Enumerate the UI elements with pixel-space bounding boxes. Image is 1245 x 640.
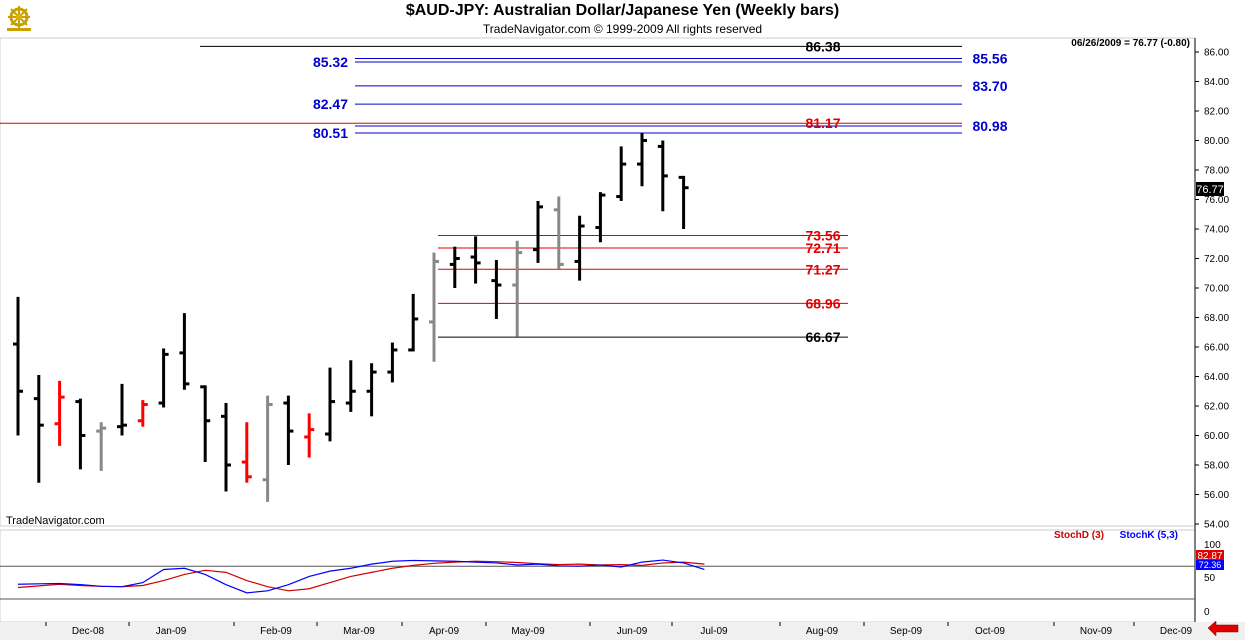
price-axis-tick-label: 82.00	[1204, 107, 1229, 118]
level-label: 82.47	[313, 96, 348, 112]
stochd-line	[17, 560, 705, 592]
stochk-line	[17, 559, 705, 594]
stoch-lines	[17, 559, 705, 594]
price-axis-tick-label: 70.00	[1204, 284, 1229, 295]
legend-stochd: StochD (3)	[1054, 530, 1104, 541]
price-axis-tick-label: 54.00	[1204, 520, 1229, 531]
time-axis-label: Aug-09	[806, 626, 839, 637]
price-axis-tick-label: 74.00	[1204, 225, 1229, 236]
stoch-reference-lines	[0, 565, 1195, 600]
chart-background	[0, 38, 1245, 640]
price-axis-tick-label: 66.00	[1204, 343, 1229, 354]
time-axis-label: Oct-09	[975, 626, 1005, 637]
time-axis-label: May-09	[511, 626, 545, 637]
last-price-marker	[1196, 182, 1224, 196]
time-axis-label: Jul-09	[700, 626, 728, 637]
price-axis-tick-label: 86.00	[1204, 48, 1229, 59]
last-quote-text: 06/26/2009 = 76.77 (-0.80)	[1071, 38, 1190, 49]
time-axis-label: Feb-09	[260, 626, 292, 637]
price-axis-tick-label: 78.00	[1204, 166, 1229, 177]
price-axis-tick-label: 72.00	[1204, 254, 1229, 265]
time-axis-label: Apr-09	[429, 626, 459, 637]
level-label: 80.98	[972, 118, 1007, 134]
level-label: 80.51	[313, 125, 348, 141]
stoch-axis-tick-label: 50	[1204, 573, 1216, 584]
time-axis-label: Mar-09	[343, 626, 375, 637]
watermark-text: TradeNavigator.com	[6, 515, 105, 527]
stochd-value-marker	[1196, 550, 1224, 561]
price-axis-tick-label: 58.00	[1204, 461, 1229, 472]
chart-title: $AUD-JPY: Australian Dollar/Japanese Yen…	[405, 2, 840, 19]
ship-wheel-logo-icon	[7, 6, 31, 31]
price-axis-tick-label: 64.00	[1204, 372, 1229, 383]
price-axis-tick-label: 84.00	[1204, 77, 1229, 88]
price-axis: 54.00 56.00 58.00 60.00 62.00 64.00 66.00 68.00…	[1195, 48, 1229, 531]
chart-header: $AUD-JPY: Australian Dollar/Japanese Yen…	[0, 0, 1245, 38]
price-bars	[13, 133, 689, 502]
price-axis-tick-label: 62.00	[1204, 402, 1229, 413]
level-label: 85.56	[972, 50, 1007, 66]
time-axis: Dec-08 Jan-09 Feb-09 Mar-09 Apr-09 May-09 Jun-…	[45, 622, 1193, 637]
stoch-axis-tick-label: 0	[1204, 607, 1210, 618]
stochk-value-label: 72.36	[1199, 560, 1222, 570]
price-axis-tick-label: 56.00	[1204, 490, 1229, 501]
price-axis-tick-label: 68.00	[1204, 313, 1229, 324]
stoch-axis: 0 50 100	[1204, 540, 1221, 618]
level-label: 66.67	[805, 329, 840, 345]
stoch-axis-tick-label: 100	[1204, 540, 1221, 551]
price-axis-tick-label: 60.00	[1204, 431, 1229, 442]
time-axis-label: Dec-09	[1160, 626, 1193, 637]
time-axis-label: Sep-09	[890, 626, 923, 637]
last-price-label: 76.77	[1196, 184, 1224, 196]
price-axis-tick-label: 76.00	[1204, 195, 1229, 206]
scroll-left-arrow-icon[interactable]	[1207, 620, 1239, 637]
time-axis-strip	[0, 622, 1245, 640]
stochk-value-marker	[1196, 560, 1224, 570]
level-label: 71.27	[805, 261, 840, 277]
time-axis-label: Jun-09	[617, 626, 648, 637]
chart-subtitle: TradeNavigator.com © 1999-2009 All right…	[482, 22, 763, 36]
time-axis-label: Dec-08	[72, 626, 105, 637]
time-axis-label: Nov-09	[1080, 626, 1113, 637]
level-label: 86.38	[805, 38, 840, 54]
fib-level-lines	[0, 45, 962, 338]
level-label: 83.70	[972, 78, 1007, 94]
level-label: 73.56	[805, 227, 840, 243]
fib-level-labels: 86.38 85.56 85.32 83.70 82.47 81.17 80.98 80.51…	[313, 38, 1008, 345]
stochd-value-label: 82.87	[1197, 551, 1222, 562]
level-label: 72.71	[805, 240, 840, 256]
level-label: 81.17	[805, 115, 840, 131]
level-label: 85.32	[313, 54, 348, 70]
price-axis-tick-label: 80.00	[1204, 136, 1229, 147]
legend-stochk: StochK (5,3)	[1120, 530, 1178, 541]
time-axis-label: Jan-09	[156, 626, 187, 637]
level-label: 68.96	[805, 295, 840, 311]
